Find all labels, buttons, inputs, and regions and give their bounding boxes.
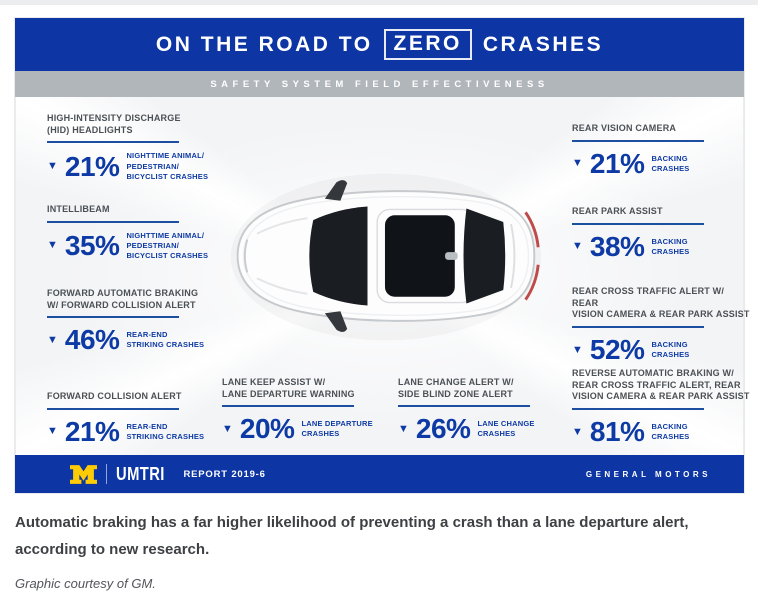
car-top-view-illustration bbox=[230, 173, 542, 341]
stat-forward-collision-alert: FORWARD COLLISION ALERT ▼ 21% REAR-END STR… bbox=[47, 391, 225, 446]
decrease-triangle-icon: ▼ bbox=[47, 160, 58, 173]
system-name: FORWARD COLLISION ALERT bbox=[47, 391, 182, 401]
top-edge-strip bbox=[0, 0, 758, 5]
system-name: REAR CROSS TRAFFIC ALERT W/ REAR VISION … bbox=[572, 286, 750, 320]
diagram-area bbox=[15, 97, 744, 455]
crash-type-label: REAR-END STRIKING CRASHES bbox=[126, 421, 205, 441]
infographic-title: ON THE ROAD TO ZERO CRASHES bbox=[156, 29, 603, 60]
stat-underline bbox=[572, 139, 704, 142]
crash-type-label: LANE DEPARTURE CRASHES bbox=[301, 419, 373, 439]
crash-type-label: BACKING CRASHES bbox=[651, 339, 690, 360]
system-name: REAR VISION CAMERA bbox=[572, 123, 677, 133]
title-banner: ON THE ROAD TO ZERO CRASHES bbox=[15, 18, 744, 71]
percent-value: 52% bbox=[589, 334, 645, 366]
general-motors-wordmark: GENERAL MOTORS bbox=[585, 469, 711, 479]
percent-value: 38% bbox=[589, 230, 645, 262]
stat-rear-vision-camera: REAR VISION CAMERA ▼ 21% BACKING CRASHES bbox=[572, 123, 750, 178]
decrease-triangle-icon: ▼ bbox=[572, 425, 583, 438]
subtitle-bar: SAFETY SYSTEM FIELD EFFECTIVENESS bbox=[15, 71, 744, 97]
stat-underline bbox=[47, 141, 179, 144]
decrease-triangle-icon: ▼ bbox=[47, 333, 58, 346]
caption-headline: Automatic braking has a far higher likel… bbox=[15, 514, 689, 558]
system-name: INTELLIBEAM bbox=[47, 204, 110, 214]
stat-underline bbox=[572, 222, 704, 225]
crash-type-label: LANE CHANGE CRASHES bbox=[477, 419, 535, 439]
stat-underline bbox=[572, 326, 704, 329]
system-name: LANE KEEP ASSIST W/ LANE DEPARTURE WARNI… bbox=[222, 377, 355, 399]
percent-value: 21% bbox=[589, 147, 645, 179]
report-number: REPORT 2019-6 bbox=[183, 468, 266, 480]
stat-underline bbox=[572, 408, 704, 411]
stat-lane-keep-assist: LANE KEEP ASSIST W/ LANE DEPARTURE WARNI… bbox=[222, 377, 400, 443]
crash-type-label: NIGHTTIME ANIMAL/ PEDESTRIAN/ BICYCLIST … bbox=[126, 151, 209, 181]
safety-infographic: ON THE ROAD TO ZERO CRASHES SAFETY SYSTE… bbox=[15, 18, 749, 493]
decrease-triangle-icon: ▼ bbox=[47, 239, 58, 252]
stat-reverse-automatic-braking: REVERSE AUTOMATIC BRAKING W/ REAR CROSS … bbox=[572, 368, 750, 446]
decrease-triangle-icon: ▼ bbox=[398, 422, 409, 435]
percent-value: 35% bbox=[64, 229, 120, 261]
stat-intellibeam: INTELLIBEAM ▼ 35% NIGHTTIME ANIMAL/ PEDEST… bbox=[47, 204, 225, 261]
crash-type-label: NIGHTTIME ANIMAL/ PEDESTRIAN/ BICYCLIST … bbox=[126, 230, 209, 260]
percent-value: 26% bbox=[415, 413, 471, 445]
system-name: REVERSE AUTOMATIC BRAKING W/ REAR CROSS … bbox=[572, 368, 750, 402]
system-name: FORWARD AUTOMATIC BRAKING W/ FORWARD COL… bbox=[47, 288, 199, 310]
article-caption: Automatic braking has a far higher likel… bbox=[15, 509, 757, 591]
decrease-triangle-icon: ▼ bbox=[572, 157, 583, 170]
stat-underline bbox=[47, 407, 179, 410]
stat-underline bbox=[398, 405, 530, 408]
umtri-wordmark: UMTRI bbox=[116, 463, 165, 484]
decrease-triangle-icon: ▼ bbox=[222, 422, 233, 435]
decrease-triangle-icon: ▼ bbox=[572, 240, 583, 253]
zero-boxed-word: ZERO bbox=[383, 29, 472, 60]
stat-lane-change-alert: LANE CHANGE ALERT W/ SIDE BLIND ZONE ALE… bbox=[398, 377, 576, 443]
percent-value: 21% bbox=[64, 150, 120, 182]
crash-type-label: REAR-END STRIKING CRASHES bbox=[126, 330, 205, 350]
title-prefix: ON THE ROAD TO bbox=[155, 32, 373, 56]
stat-forward-automatic-braking: FORWARD AUTOMATIC BRAKING W/ FORWARD COL… bbox=[47, 288, 225, 354]
decrease-triangle-icon: ▼ bbox=[47, 425, 58, 438]
crash-type-label: BACKING CRASHES bbox=[651, 236, 690, 256]
stat-rear-park-assist: REAR PARK ASSIST ▼ 38% BACKING CRASHES bbox=[572, 206, 750, 261]
percent-value: 20% bbox=[239, 413, 295, 445]
stat-hid-headlights: HIGH-INTENSITY DISCHARGE (HID) HEADLIGHT… bbox=[47, 113, 225, 182]
footer-divider bbox=[106, 464, 107, 484]
stat-underline bbox=[47, 316, 179, 319]
infographic-subtitle: SAFETY SYSTEM FIELD EFFECTIVENESS bbox=[210, 78, 549, 90]
stat-rear-cross-traffic-alert: REAR CROSS TRAFFIC ALERT W/ REAR VISION … bbox=[572, 286, 750, 364]
crash-type-label: BACKING CRASHES bbox=[651, 153, 690, 173]
stat-underline bbox=[47, 220, 179, 223]
caption-credit: Graphic courtesy of GM. bbox=[15, 576, 156, 591]
title-suffix: CRASHES bbox=[482, 32, 604, 56]
system-name: HIGH-INTENSITY DISCHARGE (HID) HEADLIGHT… bbox=[47, 113, 181, 135]
system-name: LANE CHANGE ALERT W/ SIDE BLIND ZONE ALE… bbox=[398, 377, 514, 399]
percent-value: 81% bbox=[589, 416, 645, 448]
footer-bar: UMTRI REPORT 2019-6 GENERAL MOTORS bbox=[15, 455, 744, 493]
system-name: REAR PARK ASSIST bbox=[572, 206, 663, 216]
percent-value: 46% bbox=[64, 324, 120, 356]
crash-type-label: BACKING CRASHES bbox=[651, 421, 690, 442]
percent-value: 21% bbox=[64, 415, 120, 447]
stat-underline bbox=[222, 405, 354, 408]
michigan-m-logo-icon bbox=[70, 464, 97, 484]
decrease-triangle-icon: ▼ bbox=[572, 343, 583, 356]
